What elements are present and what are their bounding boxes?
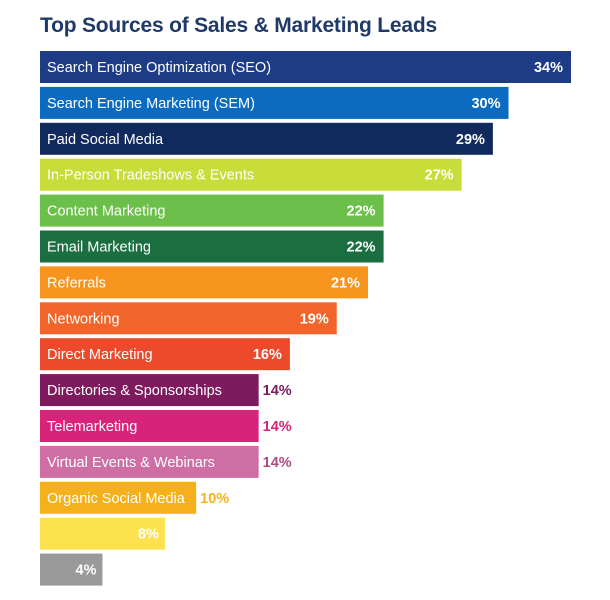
category-label-print-advertisements: Print Advertisements [173,527,306,543]
bar-email-marketing [40,230,384,263]
bar-telemarketing [40,410,259,442]
category-label-search-engine-marketing-sem: Search Engine Marketing (SEM) [47,96,255,112]
value-label-print-advertisements: 8% [138,527,159,543]
bar-content-marketing [40,194,384,227]
bar-networking [40,302,337,335]
value-label-networking: 19% [300,311,329,327]
chart-title: Top Sources of Sales & Marketing Leads [40,14,437,37]
category-label-telemarketing: Telemarketing [47,419,137,435]
bar-account-based-marketing [40,553,103,586]
category-label-organic-social-media: Organic Social Media [47,491,186,507]
category-label-networking: Networking [47,311,120,327]
value-label-paid-social-media: 29% [456,132,485,148]
bar-search-engine-marketing-sem [40,86,509,119]
bar-print-advertisements [40,517,165,550]
value-label-referrals: 21% [331,275,360,291]
category-label-referrals: Referrals [47,275,106,291]
value-label-search-engine-optimization-seo: 34% [534,60,563,76]
value-label-direct-marketing: 16% [253,347,282,363]
category-label-content-marketing: Content Marketing [47,204,165,220]
value-label-search-engine-marketing-sem: 30% [471,96,500,112]
category-label-paid-social-media: Paid Social Media [47,132,164,148]
value-label-directories-sponsorships: 14% [263,383,292,399]
value-label-email-marketing: 22% [347,240,376,256]
bar-paid-social-media [40,122,493,155]
category-label-account-based-marketing: Account-Based Marketing [110,563,276,579]
bar-referrals [40,266,368,299]
value-label-organic-social-media: 10% [200,491,229,507]
value-label-content-marketing: 22% [347,204,376,220]
value-label-telemarketing: 14% [263,419,292,435]
bar-direct-marketing [40,338,290,371]
bar-organic-social-media [40,481,197,514]
bar-search-engine-optimization-seo [40,51,571,83]
category-label-directories-sponsorships: Directories & Sponsorships [47,383,222,399]
bar-virtual-events-webinars [40,445,259,478]
category-label-in-person-tradeshows-events: In-Person Tradeshows & Events [47,168,254,184]
value-label-virtual-events-webinars: 14% [263,455,292,471]
category-label-virtual-events-webinars: Virtual Events & Webinars [47,455,215,471]
bar-in-person-tradeshows-events [40,158,462,191]
bar-directories-sponsorships [40,374,259,407]
category-label-search-engine-optimization-seo: Search Engine Optimization (SEO) [47,60,271,76]
category-label-direct-marketing: Direct Marketing [47,347,153,363]
category-label-email-marketing: Email Marketing [47,240,151,256]
value-label-account-based-marketing: 4% [76,563,97,579]
value-label-in-person-tradeshows-events: 27% [425,168,454,184]
